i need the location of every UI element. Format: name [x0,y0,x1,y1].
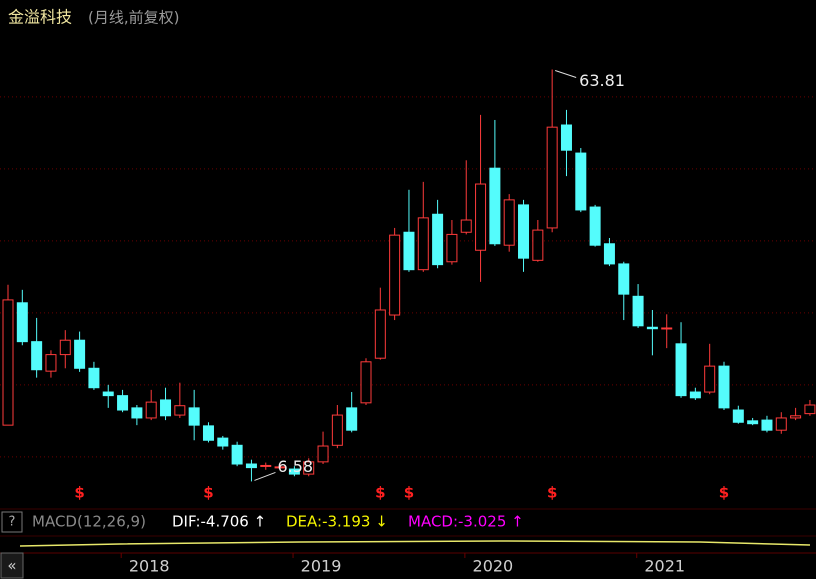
candle-body [804,404,816,415]
dividend-marker: $ [74,484,84,502]
candle-body [661,327,673,330]
candle-body [603,243,615,265]
candle-body [489,167,501,245]
candle-body [217,437,229,447]
candle-body [45,354,57,372]
candle-body [575,152,587,211]
candle-body [31,341,43,371]
candle-body [460,219,472,233]
candle-body [675,343,687,397]
candle-body [446,233,458,263]
candle-body [546,126,558,229]
candle-body [704,365,716,393]
candle-body [589,206,601,246]
candle-body [74,339,86,369]
candle-body [718,365,730,409]
macd-line [19,540,811,547]
candle-body [374,309,386,359]
chart-subtitle: (月线,前复权) [88,9,179,27]
dividend-marker: $ [375,484,385,502]
dividend-marker: $ [547,484,557,502]
candle-body [288,468,300,475]
candle-body [532,229,544,261]
x-tick-label: 2021 [644,557,685,576]
candle-body [346,407,358,431]
candle-body [475,183,487,251]
candle-body [317,445,329,463]
candle-body [260,464,272,467]
max-label: 63.81 [579,71,625,90]
candle-body [59,339,71,356]
candle-body [16,302,28,343]
x-tick-label: 2019 [301,557,342,576]
candle-body [188,407,200,426]
help-icon[interactable]: ? [9,515,16,530]
x-tick-label: 2018 [129,557,170,576]
candle-body [761,419,773,431]
candle-body [747,420,759,425]
candle-body [245,463,257,469]
dividend-marker: $ [404,484,414,502]
candle-body [2,299,14,426]
candle-body [389,234,401,316]
candle-body [417,217,429,271]
candle-body [331,414,343,446]
candle-body [732,409,744,423]
candle-body [202,425,214,441]
macd-label: MACD:-3.025 ↑ [408,513,524,531]
candle-body [689,391,701,399]
candle-body [303,461,315,475]
candle-body [131,407,143,419]
candle-body [646,326,658,330]
min-label: 6.58 [277,457,313,476]
candle-body [102,391,114,397]
help-button[interactable] [1,511,23,533]
candle-body [632,295,644,327]
candle-body [403,231,415,271]
min-arrow [254,471,276,481]
chart-title: 金溢科技 [8,8,72,27]
candle-body [160,399,172,417]
candle-body [790,415,802,419]
candle-body [360,361,372,404]
candle-body [117,395,129,411]
candle-body [432,213,444,266]
candle-body [274,466,286,469]
dea-label: DEA:-3.193 ↓ [286,513,388,531]
dif-label: DIF:-4.706 ↑ [172,513,266,531]
candle-body [174,405,186,416]
max-arrow [555,70,577,78]
x-tick-label: 2020 [473,557,514,576]
indicator-name: MACD(12,26,9) [32,513,146,531]
dividend-marker: $ [203,484,213,502]
scroll-button[interactable] [0,552,24,579]
candle-body [88,367,100,389]
candle-body [618,263,630,295]
candle-body [560,124,572,151]
candle-body [231,444,243,465]
candle-body [503,199,515,246]
candle-body [145,401,157,419]
dividend-marker: $ [719,484,729,502]
candle-body [775,417,787,431]
scroll-icon[interactable]: « [7,557,16,575]
candle-body [518,204,530,259]
